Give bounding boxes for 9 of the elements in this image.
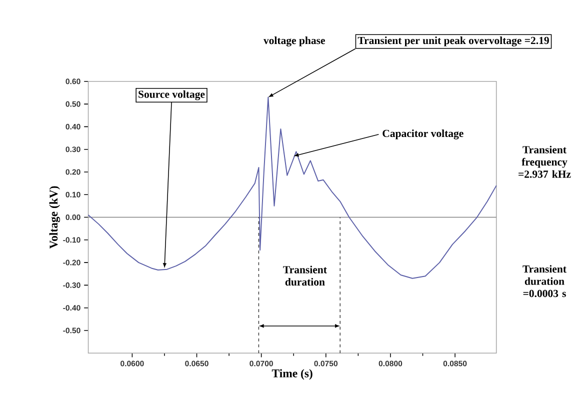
- text: Transient frequency =2.937 kHz: [518, 146, 571, 178]
- x-axis-title: Time (s): [272, 369, 312, 380]
- y-axis-title: Voltage (kV): [49, 186, 60, 249]
- annotation: Transient per unit peak overvoltage =2.19: [358, 36, 549, 46]
- annotation: Source voltage: [138, 90, 205, 100]
- annotation: Transient duration: [283, 266, 327, 286]
- text: voltage phase: [263, 36, 325, 46]
- annotation: Capacitor voltage: [382, 129, 464, 140]
- text: Transient duration =0.0003 s: [522, 265, 566, 298]
